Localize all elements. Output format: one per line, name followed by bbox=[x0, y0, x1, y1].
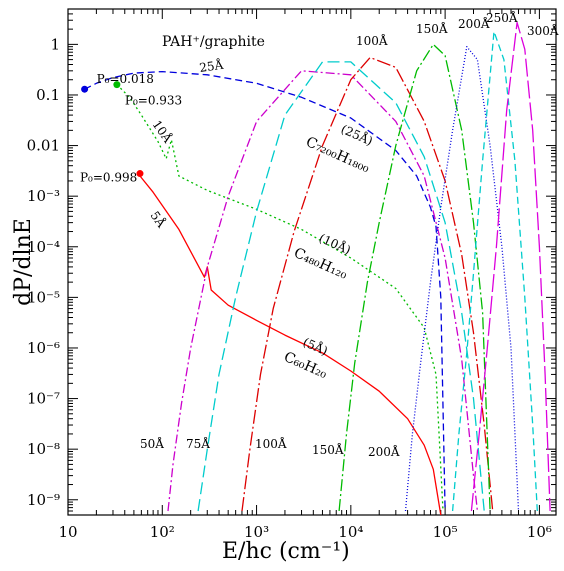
y-tick-label: 10⁻⁷ bbox=[27, 390, 60, 408]
annot-curve-25: 25Å bbox=[198, 57, 224, 75]
y-tick-label: 10⁻⁹ bbox=[27, 491, 60, 509]
start-point-label: P₀=0.998 bbox=[80, 171, 137, 185]
series-line bbox=[404, 46, 520, 512]
start-point bbox=[136, 170, 144, 178]
annot-mol-25-size: (25Å) bbox=[339, 121, 376, 148]
x-tick-label: 10² bbox=[150, 523, 175, 541]
annot-top-300: 300Å bbox=[527, 23, 559, 38]
x-tick-label: 10 bbox=[58, 523, 77, 541]
y-tick-label: 10⁻⁵ bbox=[27, 288, 60, 306]
annot-bottom-150: 150Å bbox=[312, 442, 344, 457]
start-point bbox=[81, 85, 89, 93]
start-markers: P₀=0.018 P₀=0.933 P₀=0.998 bbox=[80, 72, 182, 184]
y-tick-label: 10⁻⁶ bbox=[27, 339, 60, 357]
x-axis-title: E/hc (cm⁻¹) bbox=[222, 539, 350, 564]
y-axis-title: dP/dlnE bbox=[11, 218, 36, 306]
y-tick-label: 10⁻⁴ bbox=[27, 238, 60, 256]
chart-title: PAH⁺/graphite bbox=[162, 34, 265, 50]
annot-top-100: 100Å bbox=[356, 33, 388, 48]
annot-top-150: 150Å bbox=[416, 21, 448, 36]
annot-top-250: 250Å bbox=[486, 10, 518, 25]
annot-bottom-100: 100Å bbox=[255, 436, 287, 451]
y-tick-label: 1 bbox=[50, 35, 60, 53]
series-line bbox=[167, 70, 479, 512]
annot-bottom-75: 75Å bbox=[186, 436, 210, 451]
series-line bbox=[470, 21, 551, 512]
y-tick-label: 0.1 bbox=[36, 86, 60, 104]
series-line bbox=[241, 56, 494, 512]
y-tick-label: 0.01 bbox=[27, 137, 60, 155]
y-tick-label: 10⁻⁸ bbox=[27, 440, 60, 458]
x-tick-label: 10⁶ bbox=[527, 523, 552, 541]
series-line bbox=[84, 70, 446, 512]
series-lines bbox=[84, 21, 551, 516]
series-line bbox=[139, 175, 442, 516]
start-point-label: P₀=0.933 bbox=[125, 94, 182, 108]
start-point-label: P₀=0.018 bbox=[97, 72, 154, 86]
start-point bbox=[113, 81, 121, 89]
tick-labels: 10 10² 10³ 10⁴ 10⁵ 10⁶ 1 0.1 0.01 10⁻³ 10⁻⁴ 10⁻⁵ 10⁻… bbox=[27, 35, 552, 541]
series-line bbox=[451, 30, 538, 512]
y-tick-label: 10⁻³ bbox=[27, 187, 60, 205]
x-tick-label: 10⁴ bbox=[338, 523, 363, 541]
annot-bottom-50: 50Å bbox=[140, 436, 164, 451]
annot-bottom-200: 200Å bbox=[368, 444, 400, 459]
annot-top-200: 200Å bbox=[458, 16, 490, 31]
x-tick-label: 10⁵ bbox=[433, 523, 458, 541]
x-tick-label: 10³ bbox=[244, 523, 269, 541]
annot-mol-10-size: (10Å) bbox=[317, 230, 354, 257]
series-line bbox=[338, 43, 491, 512]
series-line bbox=[197, 61, 485, 512]
